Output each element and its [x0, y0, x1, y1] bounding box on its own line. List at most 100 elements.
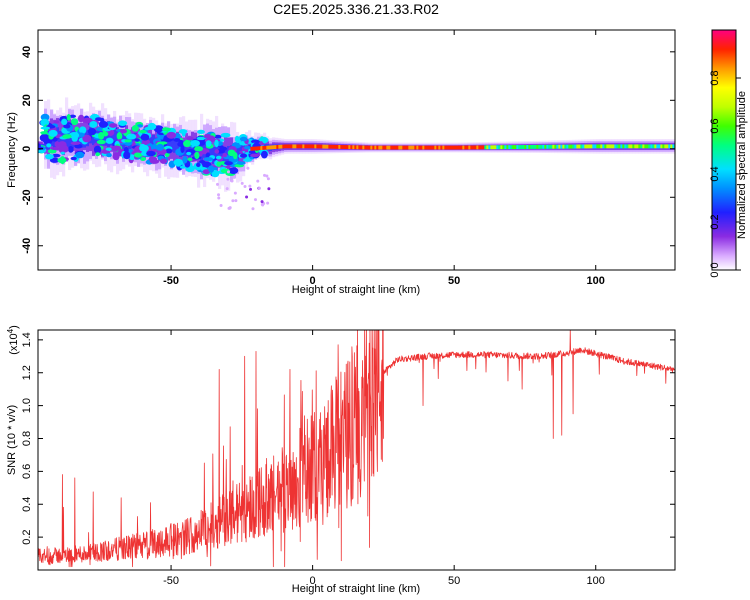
- snr-frame: [37, 329, 676, 571]
- heatmap-blob: [264, 193, 268, 197]
- heatmap-ridge: [518, 145, 521, 149]
- heatmap-ridge: [574, 144, 577, 149]
- heatmap-blob: [222, 153, 228, 158]
- heatmap-ridge: [276, 144, 279, 149]
- heatmap-blob: [159, 158, 168, 164]
- heatmap-blob: [215, 155, 222, 160]
- heatmap-ridge: [386, 145, 389, 150]
- heatmap-ridge: [480, 145, 483, 150]
- heatmap-blob: [253, 142, 259, 147]
- heatmap-ridge: [556, 144, 559, 149]
- heatmap-blob: [40, 113, 50, 121]
- heatmap-blob: [244, 201, 248, 205]
- heatmap-ridge: [646, 144, 649, 149]
- heatmap-ridge: [562, 144, 565, 149]
- heatmap-blob: [166, 131, 177, 139]
- heatmap-ridge: [602, 144, 605, 149]
- heatmap-ridge: [448, 145, 451, 150]
- heatmap-ridge: [572, 144, 575, 149]
- heatmap-ridge: [468, 145, 471, 150]
- heatmap-blob: [141, 139, 151, 145]
- snr-y-label: SNR (10 * v/v): [6, 405, 18, 475]
- heatmap-ridge: [592, 144, 595, 149]
- heatmap-blob: [226, 177, 230, 181]
- heatmap-ridge: [356, 145, 359, 150]
- heatmap-ridge: [250, 146, 253, 151]
- heatmap-ridge: [612, 144, 615, 149]
- heatmap-blob: [187, 157, 193, 162]
- heatmap-ridge: [514, 145, 517, 149]
- heatmap-ridge: [258, 146, 261, 151]
- colorbar-tick-label: 0.2: [709, 214, 721, 229]
- heatmap-ridge: [374, 145, 377, 150]
- heatmap-ridge: [526, 145, 529, 149]
- heatmap-ridge: [456, 145, 459, 150]
- y-tick-label: 20: [21, 94, 33, 106]
- heatmap-blob: [106, 153, 112, 158]
- heatmap-blob: [237, 194, 241, 198]
- heatmap-ridge: [392, 145, 395, 150]
- heatmap-blob: [214, 139, 219, 148]
- heatmap-ridge: [488, 145, 491, 150]
- spectrogram-frame: [37, 29, 676, 271]
- heatmap-blob: [143, 147, 149, 151]
- heatmap-ridge: [326, 144, 329, 149]
- heatmap-blob: [240, 153, 248, 158]
- heatmap-ridge: [418, 145, 421, 150]
- heatmap-ridge: [582, 144, 585, 149]
- heatmap-blob: [245, 195, 249, 199]
- spectrogram-heatmap: [38, 97, 675, 211]
- heatmap-blob: [232, 175, 236, 179]
- heatmap-ridge: [522, 145, 525, 149]
- heatmap-blob: [250, 153, 260, 158]
- heatmap-ridge: [578, 144, 581, 149]
- heatmap-blob: [220, 132, 231, 138]
- heatmap-ridge: [266, 145, 269, 150]
- heatmap-ridge: [398, 145, 401, 150]
- heatmap-ridge: [384, 145, 387, 150]
- heatmap-ridge: [504, 145, 507, 150]
- heatmap-ridge: [330, 144, 333, 149]
- heatmap-cell: [191, 139, 195, 156]
- heatmap-ridge: [362, 145, 365, 150]
- y-tick-label: 40: [21, 46, 33, 58]
- heatmap-cell: [236, 146, 240, 161]
- heatmap-ridge: [632, 144, 635, 149]
- heatmap-ridge: [366, 145, 369, 150]
- heatmap-ridge: [618, 144, 621, 149]
- heatmap-blob: [165, 148, 173, 154]
- heatmap-blob: [217, 193, 221, 197]
- heatmap-ridge: [252, 146, 255, 151]
- heatmap-blob: [180, 145, 185, 153]
- heatmap-ridge: [634, 144, 637, 149]
- x-tick-label: -50: [163, 275, 179, 287]
- heatmap-blob: [118, 120, 128, 126]
- heatmap-ridge: [394, 145, 397, 150]
- heatmap-ridge: [436, 145, 439, 150]
- heatmap-ridge: [620, 144, 623, 149]
- heatmap-blob: [134, 138, 140, 142]
- heatmap-ridge: [328, 144, 331, 149]
- heatmap-ridge: [460, 145, 463, 150]
- heatmap-ridge: [324, 144, 327, 149]
- heatmap-ridge: [402, 145, 405, 150]
- heatmap-ridge: [272, 145, 275, 150]
- heatmap-ridge: [414, 145, 417, 150]
- heatmap-ridge: [566, 144, 569, 149]
- heatmap-ridge: [628, 144, 631, 149]
- heatmap-ridge: [530, 144, 533, 149]
- heatmap-blob: [126, 133, 137, 140]
- heatmap-ridge: [320, 144, 323, 149]
- heatmap-blob: [240, 181, 244, 185]
- heatmap-blob: [128, 154, 136, 161]
- heatmap-cell: [113, 130, 117, 146]
- heatmap-ridge: [540, 144, 543, 149]
- y-tick-label: -20: [21, 189, 33, 205]
- heatmap-ridge: [304, 144, 307, 149]
- heatmap-ridge: [658, 144, 661, 149]
- heatmap-blob: [51, 153, 61, 158]
- heatmap-blob: [45, 153, 54, 160]
- heatmap-ridge: [520, 145, 523, 149]
- heatmap-ridge: [642, 144, 645, 149]
- heatmap-ridge: [364, 145, 367, 150]
